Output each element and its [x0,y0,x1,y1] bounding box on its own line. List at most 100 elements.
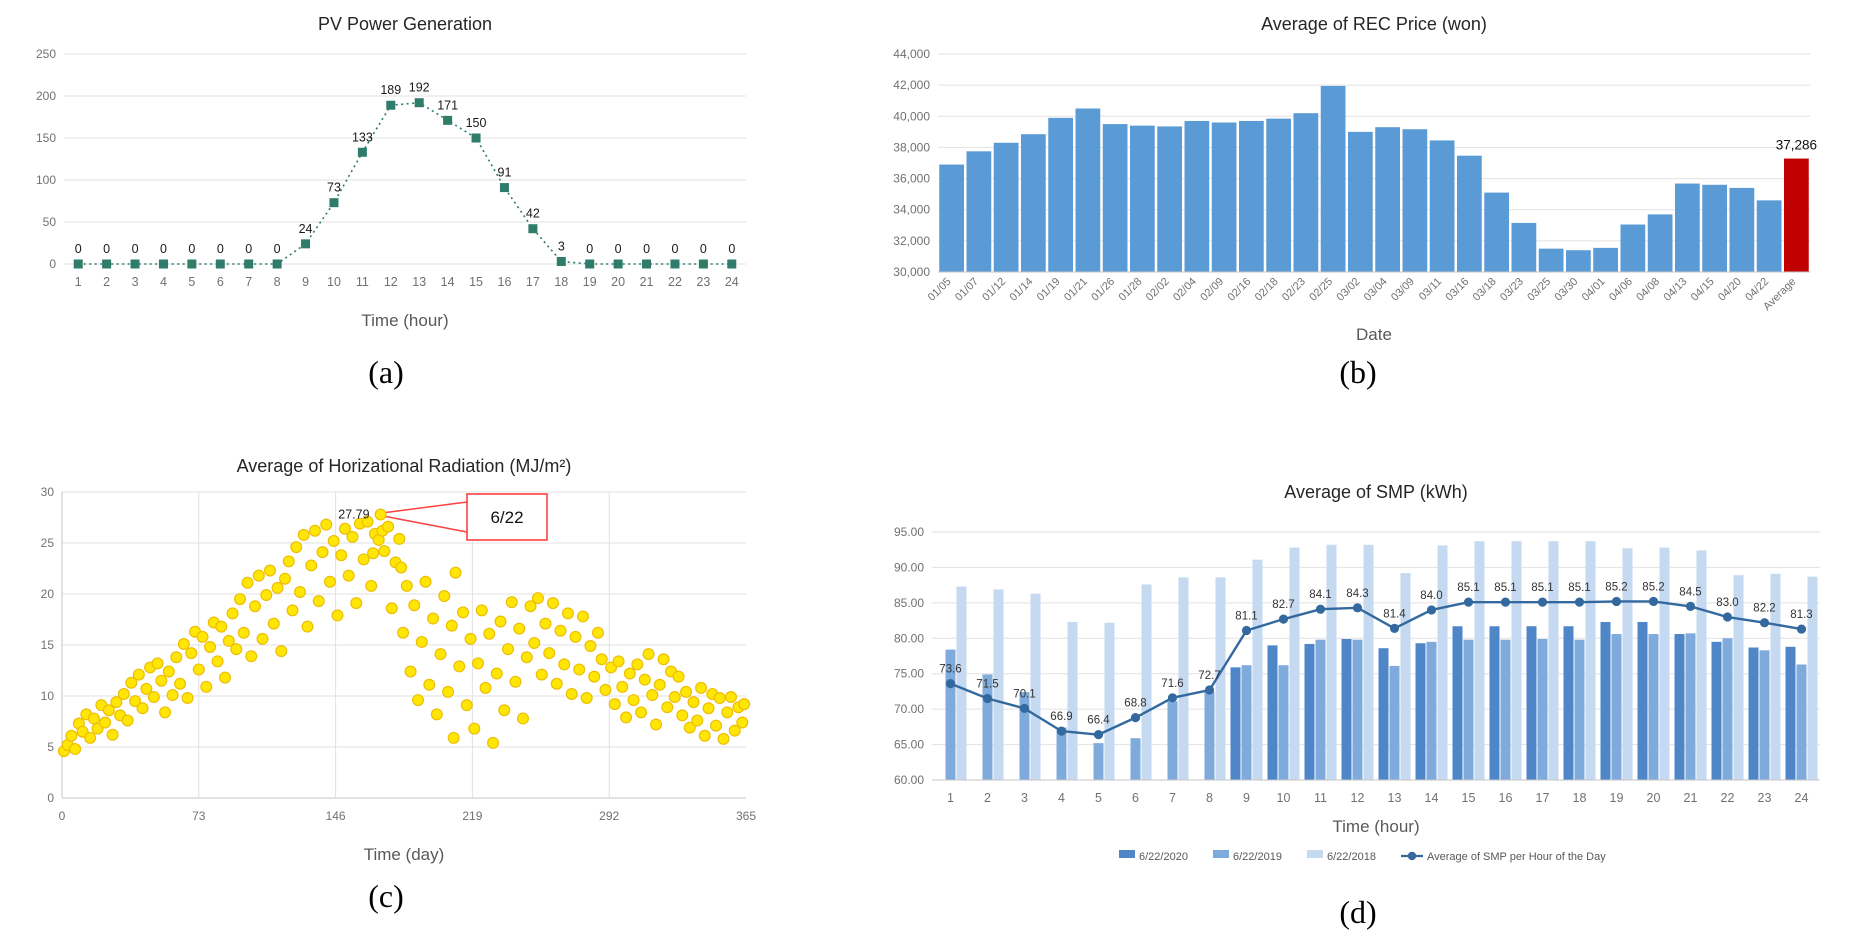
scatter-point [222,634,235,647]
data-point [698,259,708,269]
scatter-point [323,575,336,588]
scatter-point [487,736,500,749]
data-point-label: 42 [526,207,540,221]
data-point [982,693,993,704]
x-tick-label: 219 [462,809,482,823]
chart-title: Average of REC Price (won) [1261,14,1487,34]
legend-marker [1407,851,1417,861]
y-tick-label: 85.00 [894,596,924,610]
legend-label: Average of SMP per Hour of the Day [1427,851,1606,863]
data-point [1537,597,1548,607]
scatter-point [357,553,370,566]
bar [1067,621,1078,780]
data-point [1167,693,1178,703]
scatter-point [365,579,378,592]
scatter-point [361,515,374,528]
scatter-point [308,524,321,537]
y-tick-label: 42,000 [893,78,930,92]
scatter-point [301,620,314,633]
axis-title: Date [1356,325,1392,344]
scatter-point [335,549,348,562]
bar [993,142,1019,272]
data-point [1278,614,1289,624]
callout-text: 6/22 [490,508,523,527]
bar [1574,639,1585,780]
bar [1474,541,1485,780]
scatter-point [415,635,428,648]
bar [939,164,964,272]
scatter-point [539,617,552,630]
data-point-label: 85.1 [1531,582,1553,594]
scatter-point [147,691,160,704]
annotation-label: 27.79 [338,508,369,522]
x-tick-label: 0 [59,809,66,823]
scatter-point [215,620,228,633]
bar [1500,639,1511,780]
data-point-label: 0 [274,242,281,256]
y-tick-label: 10 [41,689,55,703]
bar [1563,626,1574,780]
data-point-label: 81.4 [1383,608,1406,620]
x-tick-label: 17 [1536,791,1550,805]
bar [1722,638,1733,780]
scatter-point [449,566,462,579]
rec-price-panel: Average of REC Price (won) 30,000 32,000 34… [858,4,1858,388]
scatter-point [166,688,179,701]
bar [1021,134,1046,272]
x-tick-label: 365 [736,809,756,823]
axis-title: Time (hour) [361,311,448,330]
data-point-label: 84.5 [1679,586,1701,598]
scatter-point [710,719,723,732]
data-point-label: 84.1 [1309,589,1331,601]
x-tick-label: 02/18 [1253,276,1281,304]
bar [1141,584,1152,780]
data-point-label: 0 [671,242,678,256]
x-tick-label: 5 [1095,791,1102,805]
scatter-point [543,647,556,660]
scatter-point [494,615,507,628]
x-tick-label: 16 [1499,791,1513,805]
data-point [642,259,652,269]
x-tick-label: 03/11 [1417,276,1444,303]
data-point [1796,624,1807,634]
scatter-point [385,602,398,615]
bar [1267,645,1278,780]
bar [1429,140,1455,272]
scatter-point [271,581,284,594]
x-tick-label: 20 [611,275,625,289]
bar [1289,547,1300,780]
data-point [585,259,595,269]
x-tick-label: 01/05 [926,276,954,304]
x-tick-label: 17 [526,275,540,289]
scatter-point [717,732,730,745]
bar [1511,541,1522,780]
data-point-label: 0 [75,242,82,256]
data-point [1204,685,1215,695]
x-tick-label: 11 [356,275,369,289]
data-point [1352,603,1363,613]
x-tick-label: 6 [217,275,224,289]
scatter-point [395,561,408,574]
x-tick-label: 01/28 [1117,276,1145,304]
bar [1622,548,1633,780]
data-point-label: 81.1 [1235,610,1257,622]
legend-label: 6/22/2020 [1139,851,1188,863]
line-series [78,101,732,265]
scatter-point [346,530,359,543]
y-tick-label: 32,000 [893,234,930,248]
scatter-point [129,695,142,708]
data-point-label: 81.3 [1790,609,1812,621]
y-tick-label: 36,000 [893,172,930,186]
data-point-label: 73.6 [939,664,961,676]
x-tick-label: 73 [192,809,206,823]
scatter-point [531,592,544,605]
scatter-point [505,596,518,609]
scatter-point [155,674,168,687]
data-point [1130,713,1141,723]
scatter-point [550,677,563,690]
scatter-point [608,698,621,711]
x-tick-label: 3 [132,275,139,289]
x-tick-label: 8 [1206,791,1213,805]
scatter-point [576,610,589,623]
scatter-point [65,729,78,742]
